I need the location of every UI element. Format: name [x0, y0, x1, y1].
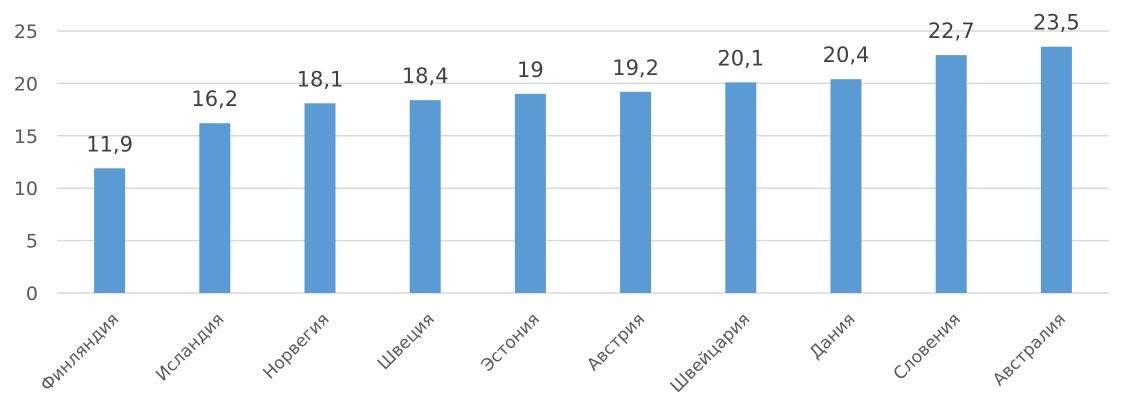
data-labels: 11,9 16,2 18,1 18,4 19 19,2 20,1 20,4 22,7 23,5 — [86, 11, 1080, 157]
y-tick-label: 20 — [14, 73, 38, 95]
data-label: 20,1 — [717, 46, 764, 70]
y-axis-tick-labels: 0 5 10 15 20 25 — [14, 21, 38, 305]
x-tick-label: Норвегия — [260, 309, 334, 383]
bar-9 — [935, 55, 967, 293]
bar-3 — [304, 103, 336, 293]
data-label: 19,2 — [612, 56, 659, 80]
bar-5 — [514, 93, 546, 293]
gridlines — [57, 30, 1109, 294]
data-label: 16,2 — [191, 87, 238, 111]
bar-6 — [620, 91, 652, 293]
bar-7 — [725, 82, 757, 294]
data-label: 23,5 — [1033, 11, 1080, 35]
y-tick-label: 25 — [14, 21, 38, 43]
data-label: 22,7 — [928, 19, 975, 43]
data-label: 11,9 — [86, 132, 133, 156]
x-tick-label: Финляндия — [37, 309, 123, 395]
bar-4 — [409, 100, 441, 293]
bars — [94, 46, 1072, 294]
x-tick-label: Эстония — [478, 309, 544, 375]
y-tick-label: 10 — [14, 178, 38, 200]
bar-10 — [1040, 46, 1072, 293]
x-tick-label: Австрия — [583, 309, 649, 375]
x-tick-label: Исландия — [152, 309, 228, 385]
data-label: 20,4 — [823, 43, 870, 67]
bar-8 — [830, 79, 862, 293]
x-tick-label: Швеция — [374, 309, 439, 374]
data-label: 19 — [517, 58, 544, 82]
x-axis-tick-labels: Финляндия Исландия Норвегия Швеция Эстония Ав… — [37, 309, 1070, 397]
data-label: 18,1 — [297, 67, 344, 91]
data-label: 18,4 — [402, 64, 449, 88]
x-tick-label: Словения — [890, 309, 965, 384]
x-tick-label: Дания — [806, 309, 860, 363]
y-tick-label: 15 — [14, 126, 38, 148]
x-tick-label: Австралия — [989, 309, 1070, 390]
x-tick-label: Швейцария — [667, 309, 755, 397]
y-tick-label: 0 — [26, 283, 38, 305]
y-tick-label: 5 — [26, 231, 38, 253]
bar-2 — [199, 123, 231, 293]
bar-1 — [94, 168, 126, 293]
